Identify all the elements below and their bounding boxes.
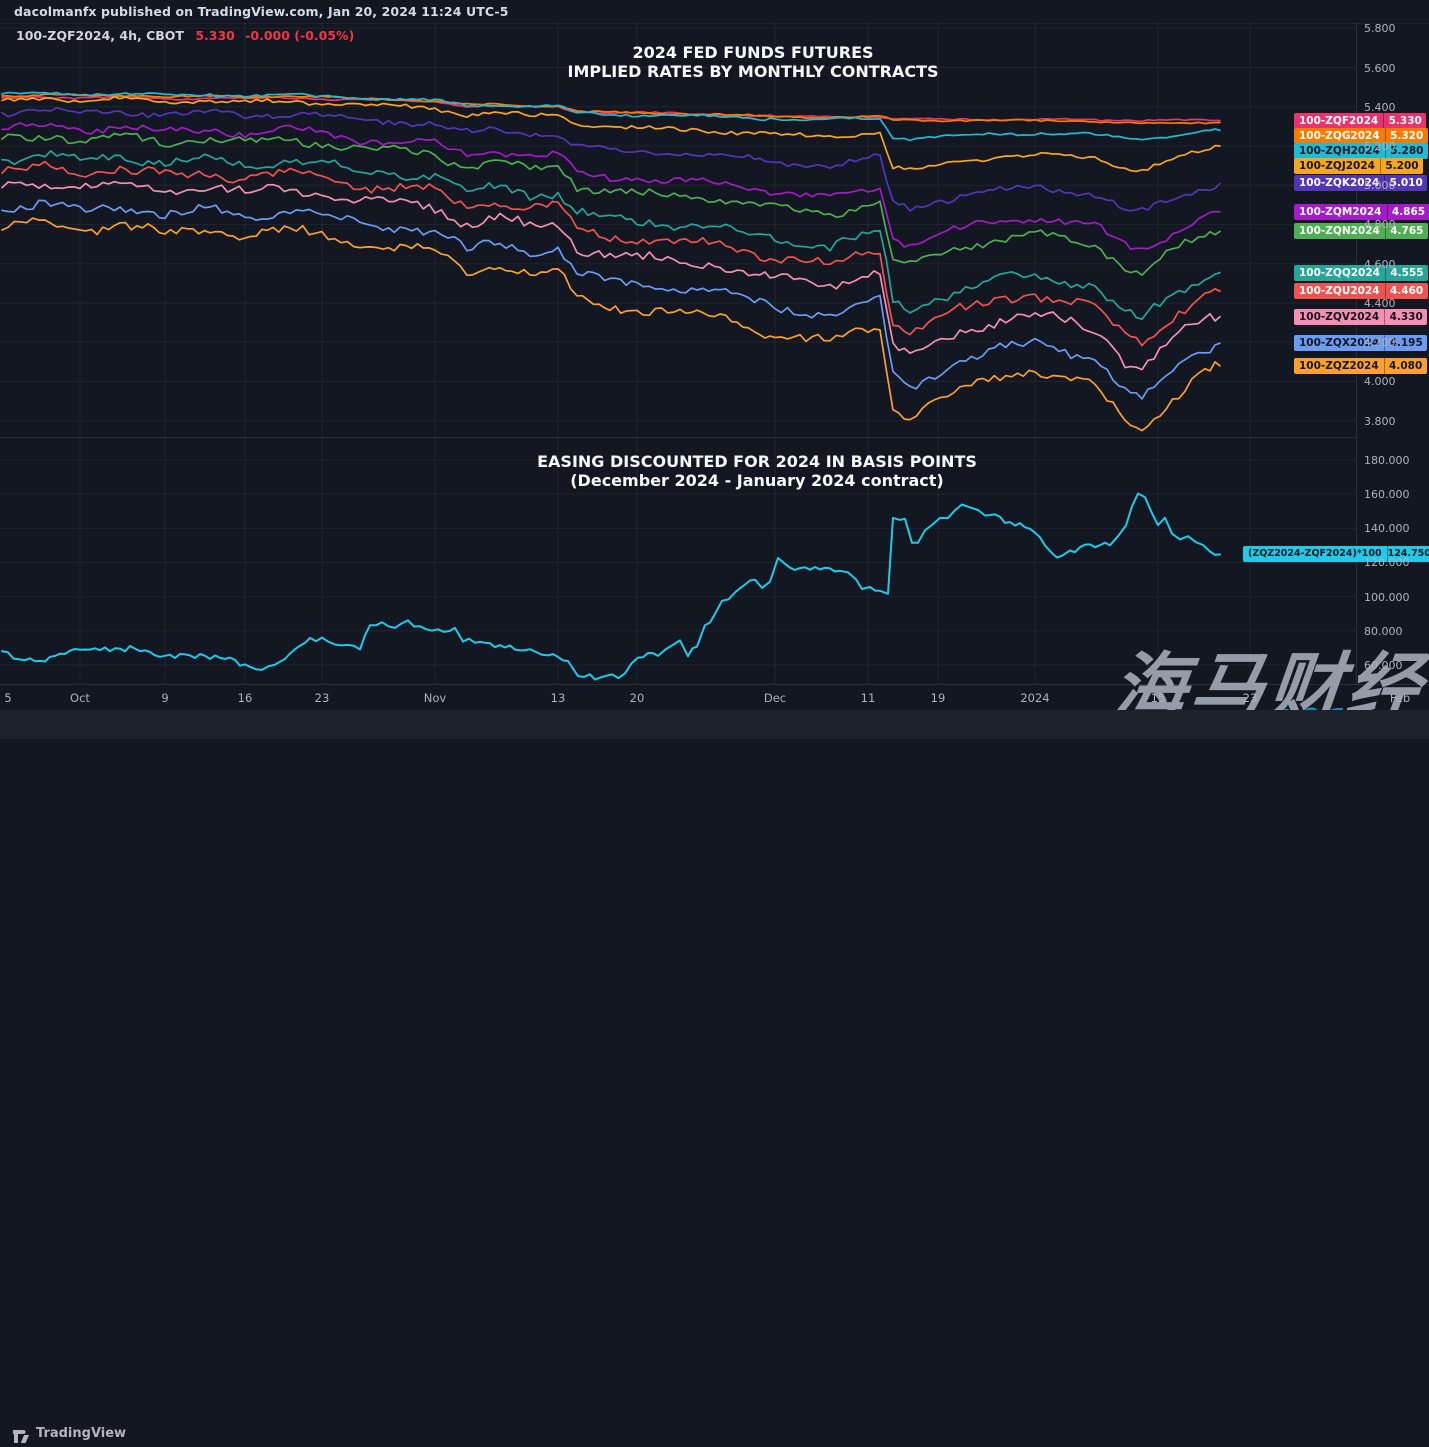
time-scale-tick: 5 bbox=[4, 691, 11, 705]
last-price: 5.330 bbox=[195, 28, 235, 43]
series-value: 4.865 bbox=[1387, 204, 1429, 220]
time-scale-tick: 11 bbox=[861, 691, 876, 705]
series-value: 5.200 bbox=[1380, 158, 1423, 174]
time-scale-tick: 19 bbox=[931, 691, 946, 705]
pane2-title: EASING DISCOUNTED FOR 2024 IN BASIS POIN… bbox=[537, 452, 977, 490]
series-value: 4.080 bbox=[1384, 358, 1427, 374]
series-name: 100-ZQF2024 bbox=[1294, 113, 1383, 129]
series-value: 5.330 bbox=[1383, 113, 1426, 129]
pane1-title-line1: 2024 FED FUNDS FUTURES bbox=[567, 43, 938, 62]
series-value: 4.330 bbox=[1384, 309, 1427, 325]
footer-bar: TradingView bbox=[0, 710, 1429, 739]
price-scale-tick: 180.000 bbox=[1364, 454, 1410, 467]
price-chart-canvas[interactable] bbox=[0, 0, 1429, 739]
pane1-title: 2024 FED FUNDS FUTURES IMPLIED RATES BY … bbox=[567, 43, 938, 81]
price-scale-tick: 4.400 bbox=[1364, 297, 1396, 310]
time-scale-tick: 23 bbox=[315, 691, 330, 705]
series-line[interactable] bbox=[2, 494, 1220, 680]
price-scale-tick: 120.000 bbox=[1364, 556, 1410, 569]
series-line[interactable] bbox=[2, 200, 1220, 399]
series-name: 100-ZQV2024 bbox=[1294, 309, 1384, 325]
price-scale-tick: 80.000 bbox=[1364, 625, 1403, 638]
symbol-title: 100-ZQF2024, 4h, CBOT bbox=[16, 28, 184, 43]
time-scale-tick: 20 bbox=[630, 691, 645, 705]
price-scale-tick: 4.000 bbox=[1364, 375, 1396, 388]
price-scale-tick: 100.000 bbox=[1364, 591, 1410, 604]
price-scale-tick: 4.200 bbox=[1364, 336, 1396, 349]
series-name: 100-ZQM2024 bbox=[1294, 204, 1387, 220]
series-line[interactable] bbox=[2, 108, 1220, 211]
time-scale-tick: 15 bbox=[1151, 691, 1166, 705]
tradingview-brand-text[interactable]: TradingView bbox=[36, 1426, 126, 1441]
publisher-text: dacolmanfx published on TradingView.com,… bbox=[14, 4, 509, 19]
pane2-title-line2: (December 2024 - January 2024 contract) bbox=[537, 471, 977, 490]
price-change: -0.000 (-0.05%) bbox=[245, 28, 354, 43]
time-scale-tick: 2024 bbox=[1020, 691, 1049, 705]
price-scale-tick: 5.600 bbox=[1364, 62, 1396, 75]
time-scale[interactable] bbox=[0, 684, 1429, 711]
symbol-legend[interactable]: 100-ZQF2024, 4h, CBOT 5.330 -0.000 (-0.0… bbox=[16, 28, 354, 43]
pane2-title-line1: EASING DISCOUNTED FOR 2024 IN BASIS POIN… bbox=[537, 452, 977, 471]
price-scale-tick: 140.000 bbox=[1364, 522, 1410, 535]
time-scale-tick: Nov bbox=[424, 691, 446, 705]
tradingview-logo-icon[interactable] bbox=[13, 1428, 32, 1447]
chart-window: dacolmanfx published on TradingView.com,… bbox=[0, 0, 1429, 739]
pane1-title-line2: IMPLIED RATES BY MONTHLY CONTRACTS bbox=[567, 62, 938, 81]
time-scale-tick: Feb bbox=[1390, 691, 1410, 705]
series-line[interactable] bbox=[2, 218, 1220, 431]
price-scale-tick: 3.800 bbox=[1364, 415, 1396, 428]
time-scale-tick: 9 bbox=[161, 691, 168, 705]
price-scale-tick: 5.000 bbox=[1364, 179, 1396, 192]
price-scale-tick: 5.200 bbox=[1364, 140, 1396, 153]
series-line[interactable] bbox=[2, 96, 1220, 122]
time-scale-tick: 16 bbox=[238, 691, 253, 705]
time-scale-tick: Dec bbox=[764, 691, 786, 705]
time-scale-tick: 23 bbox=[1243, 691, 1258, 705]
price-scale-tick: 4.800 bbox=[1364, 218, 1396, 231]
price-scale-tick: 160.000 bbox=[1364, 488, 1410, 501]
price-scale-tick: 5.400 bbox=[1364, 101, 1396, 114]
time-scale-tick: Oct bbox=[70, 691, 90, 705]
time-scale-tick: 13 bbox=[551, 691, 566, 705]
pane-separator[interactable] bbox=[0, 437, 1356, 438]
series-name: 100-ZQJ2024 bbox=[1294, 158, 1380, 174]
series-name: 100-ZQZ2024 bbox=[1294, 358, 1384, 374]
publisher-bar: dacolmanfx published on TradingView.com,… bbox=[0, 0, 1429, 24]
price-scale-tick: 5.800 bbox=[1364, 22, 1396, 35]
price-scale-tick: 4.600 bbox=[1364, 258, 1396, 271]
price-scale-tick: 60.000 bbox=[1364, 659, 1403, 672]
